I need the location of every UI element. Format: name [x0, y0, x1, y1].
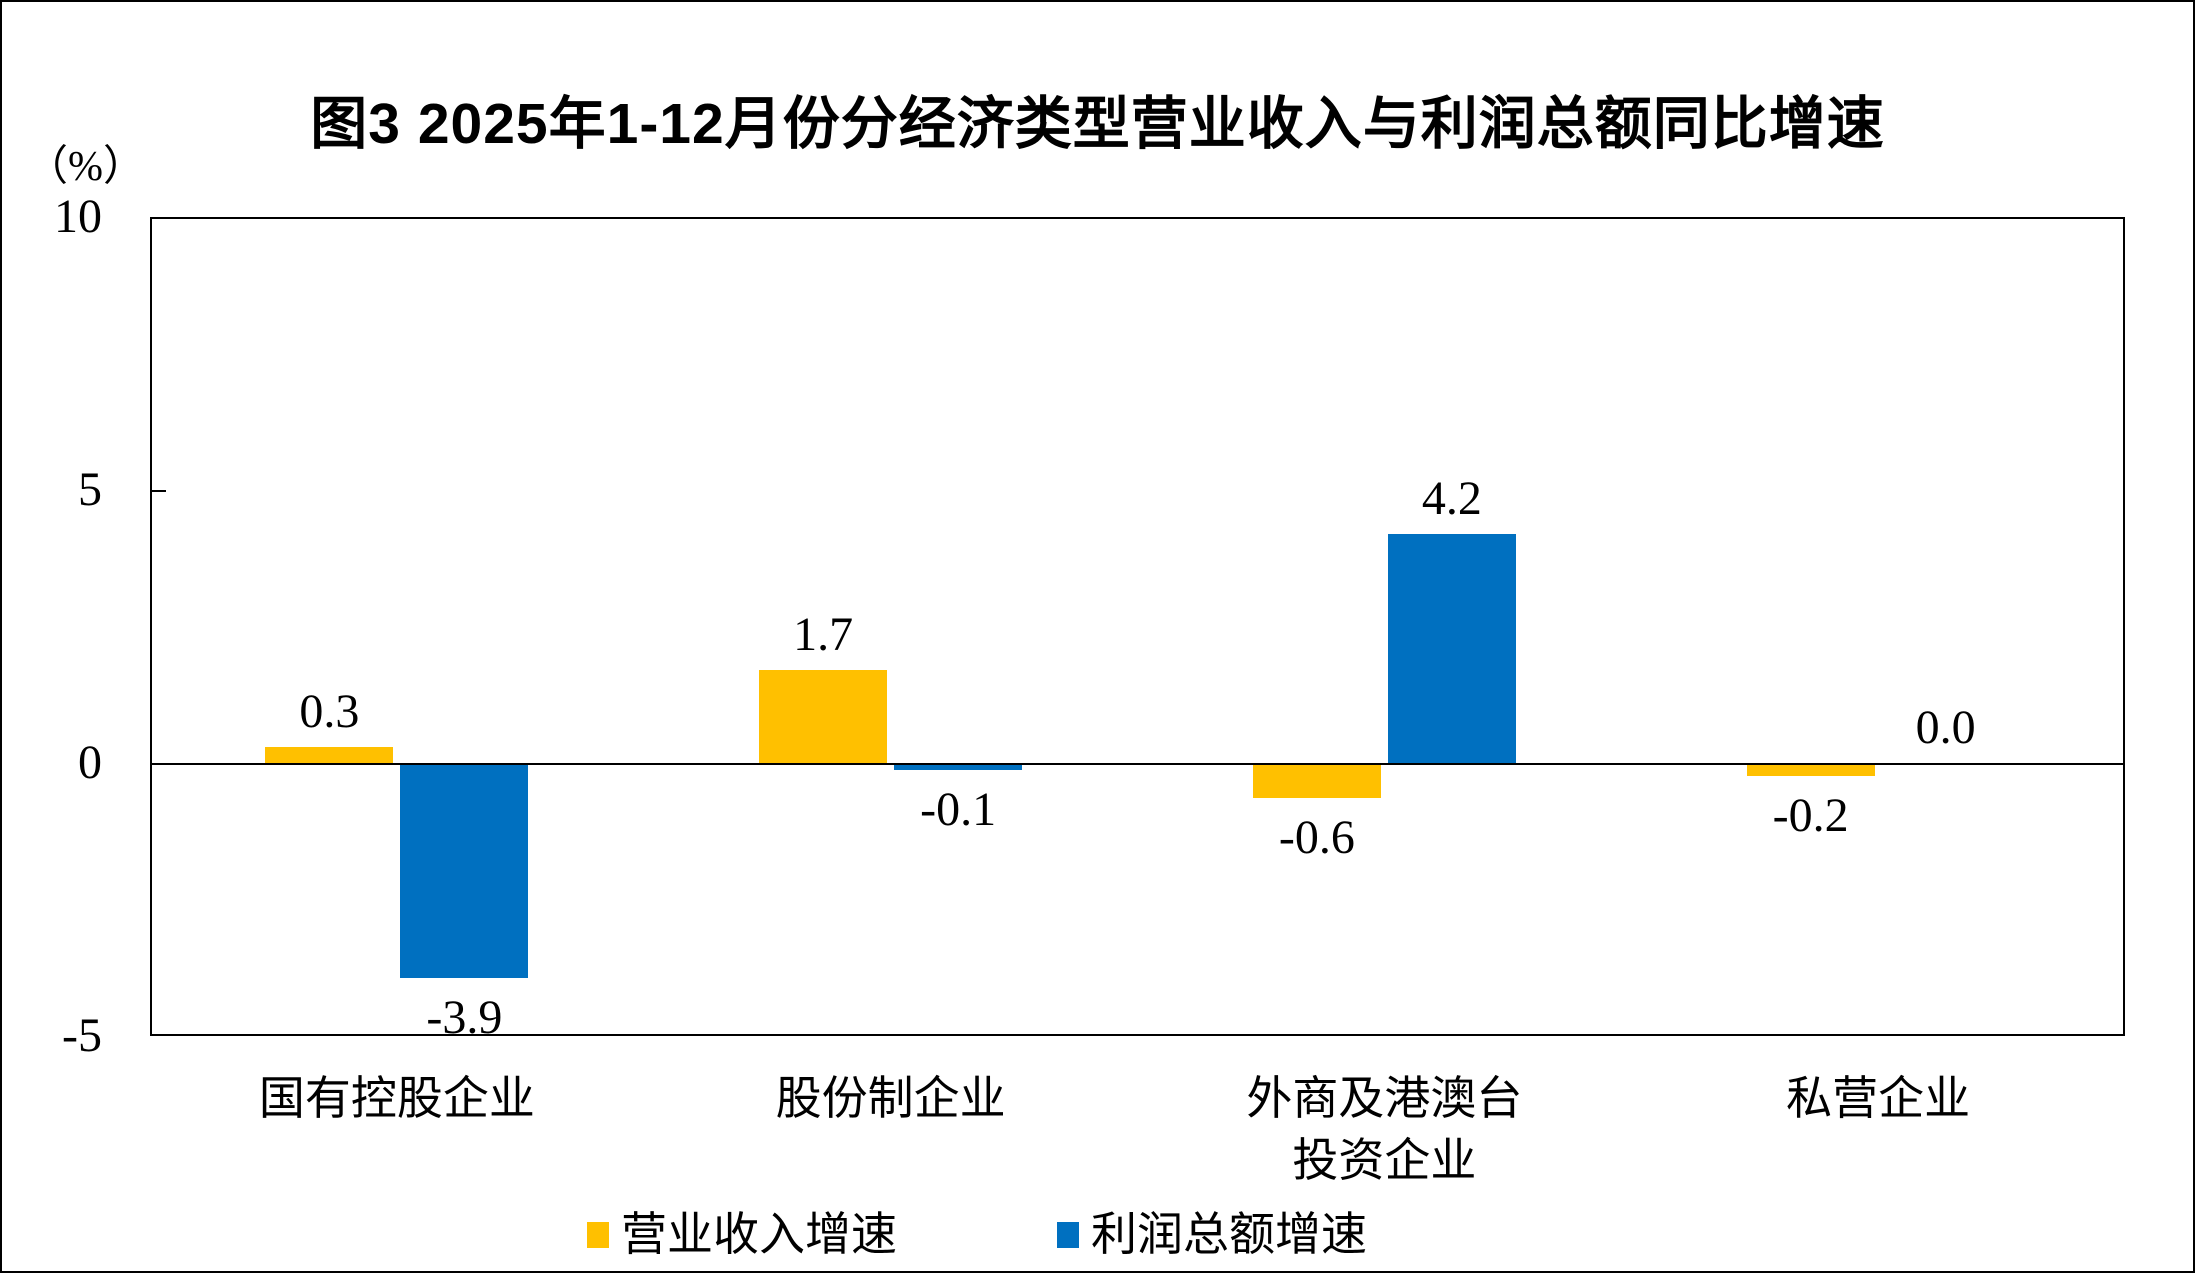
y-axis-tick-label: 0 [78, 736, 102, 789]
bar-series2-cat1 [400, 765, 529, 978]
bar-series1-cat1 [265, 746, 394, 763]
x-axis-label-line: 私营企业 [1786, 1073, 1971, 1124]
bar-series2-cat3 [1387, 533, 1516, 763]
bar-series1-cat4 [1746, 765, 1875, 776]
y-axis-tick-label: 5 [78, 463, 102, 516]
legend-item-series2: 利润总额增速 [1057, 1207, 1367, 1263]
legend-label: 营业收入增速 [621, 1209, 897, 1260]
x-axis-label: 私营企业 [1631, 1068, 2125, 1130]
data-label: -0.1 [920, 783, 997, 837]
x-axis-label: 国有控股企业 [150, 1068, 644, 1130]
data-label: 4.2 [1421, 471, 1482, 525]
legend-swatch-icon [587, 1222, 609, 1248]
data-label: 0.0 [1915, 701, 1976, 754]
x-axis-label: 外商及港澳台 投资企业 [1138, 1068, 1632, 1192]
data-label: 0.3 [299, 684, 360, 738]
plot-area: 0.3 1.7 -0.6 -0.2 -3.9 -0.1 4.2 0.0 [150, 217, 2125, 1044]
zero-axis-line [152, 763, 2123, 765]
data-label: 1.7 [793, 608, 854, 662]
y-axis-tick-label: 10 [54, 190, 102, 243]
x-axis-label-line: 投资企业 [1292, 1135, 1477, 1186]
x-axis-label-line: 外商及港澳台 [1246, 1073, 1523, 1124]
bar-series1-cat3 [1252, 765, 1381, 798]
data-label: -0.6 [1278, 810, 1355, 864]
data-label: -3.9 [426, 990, 503, 1044]
chart-title: 图3 2025年1-12月份分经济类型营业收入与利润总额同比增速 [310, 92, 1885, 156]
legend-label: 利润总额增速 [1091, 1209, 1367, 1260]
bar-series1-cat2 [759, 670, 888, 763]
y-axis-unit-label: （%） [26, 144, 145, 190]
legend-item-series1: 营业收入增速 [587, 1207, 897, 1263]
bar-series2-cat2 [894, 765, 1023, 771]
x-axis-label-line: 股份制企业 [775, 1073, 1006, 1124]
data-label: -0.2 [1772, 788, 1849, 842]
y-axis-tick-label: -5 [62, 1009, 102, 1062]
y-axis-tick-mark [152, 490, 166, 492]
x-axis-label: 股份制企业 [644, 1068, 1138, 1130]
x-axis-label-line: 国有控股企业 [258, 1073, 535, 1124]
legend-swatch-icon [1057, 1222, 1079, 1248]
legend: 营业收入增速 利润总额增速 [587, 1207, 1367, 1263]
